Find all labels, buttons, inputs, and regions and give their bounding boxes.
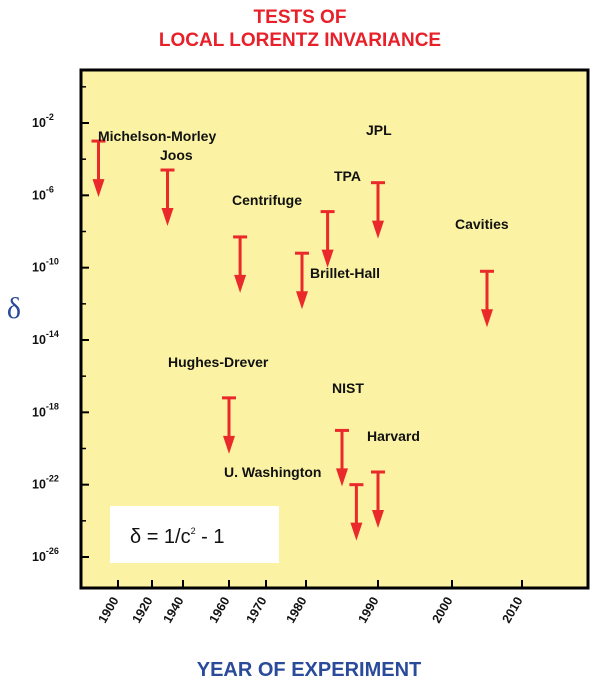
x-tick-label: 1980 bbox=[284, 594, 310, 625]
x-tick-label: 1960 bbox=[207, 594, 233, 625]
y-tick-label: 10-10 bbox=[32, 257, 59, 275]
x-tick-label: 2010 bbox=[500, 594, 526, 625]
limit-arrow-head bbox=[234, 274, 247, 293]
formula-box bbox=[110, 506, 279, 563]
point-label: Brillet-Hall bbox=[310, 265, 380, 281]
limit-arrow-head bbox=[372, 220, 384, 239]
data-point: Cavities bbox=[455, 216, 509, 328]
chart-title-line2: LOCAL LORENTZ INVARIANCE bbox=[159, 30, 441, 51]
x-tick-label: 1900 bbox=[96, 594, 122, 625]
point-label: Centrifuge bbox=[232, 192, 302, 208]
x-tick-label: 1990 bbox=[356, 594, 382, 625]
x-tick-label: 1940 bbox=[161, 594, 187, 625]
chart-title-line1: TESTS OF bbox=[254, 7, 347, 28]
point-label: NIST bbox=[332, 380, 364, 396]
point-label: Hughes-Drever bbox=[168, 354, 269, 370]
point-label: U. Washington bbox=[224, 464, 321, 480]
limit-arrow-head bbox=[481, 309, 493, 328]
x-axis-label: YEAR OF EXPERIMENT bbox=[197, 659, 421, 681]
point-label: Cavities bbox=[455, 216, 509, 232]
y-axis-label: δ bbox=[7, 292, 21, 325]
data-points: Michelson-Morley Joos Centrifuge Brillet-Ha… bbox=[91, 122, 509, 541]
point-label: Michelson-Morley bbox=[98, 128, 216, 144]
x-tick-label: 1970 bbox=[244, 594, 270, 625]
data-point: TPA bbox=[320, 168, 361, 268]
limit-arrow-head bbox=[372, 510, 384, 529]
formula-suffix: - 1 bbox=[196, 526, 225, 548]
limit-arrow-head bbox=[336, 468, 348, 487]
limit-arrow-head bbox=[350, 522, 363, 541]
limit-arrow-head bbox=[223, 435, 235, 454]
data-point: Harvard bbox=[367, 428, 420, 529]
limit-arrow-head bbox=[321, 249, 334, 268]
limit-arrow-head bbox=[92, 179, 105, 198]
y-tick-label: 10-2 bbox=[32, 112, 54, 130]
y-tick-label: 10-6 bbox=[32, 184, 54, 202]
data-point: Michelson-Morley bbox=[91, 128, 216, 198]
formula-text: δ = 1/c2 - 1 bbox=[130, 526, 225, 548]
y-tick-label: 10-18 bbox=[32, 401, 59, 419]
y-tick-label: 10-26 bbox=[32, 546, 59, 564]
y-tick-label: 10-14 bbox=[32, 329, 59, 347]
limit-arrow-head bbox=[161, 208, 174, 227]
point-label: TPA bbox=[334, 168, 361, 184]
y-axis-ticks: 10-2 10-6 10-10 10-14 10-18 10-22 10-26 bbox=[32, 86, 89, 564]
point-label: Harvard bbox=[367, 428, 420, 444]
data-point: U. Washington bbox=[224, 464, 364, 541]
formula-prefix: δ = 1/c bbox=[130, 526, 191, 548]
point-label: Joos bbox=[160, 147, 193, 163]
point-label: JPL bbox=[366, 122, 392, 138]
data-point: Joos bbox=[160, 147, 193, 227]
data-point: JPL bbox=[366, 122, 392, 239]
data-point: Brillet-Hall bbox=[295, 251, 380, 310]
x-tick-label: 1920 bbox=[130, 594, 156, 625]
data-point: Hughes-Drever bbox=[168, 354, 269, 454]
formula-exponent: 2 bbox=[191, 526, 196, 536]
limit-arrow-head bbox=[296, 291, 308, 310]
y-tick-label: 10-22 bbox=[32, 474, 59, 492]
data-point: Centrifuge bbox=[232, 192, 302, 293]
plot-area bbox=[79, 68, 590, 590]
data-point: NIST bbox=[332, 380, 364, 487]
x-tick-label: 2000 bbox=[430, 594, 456, 625]
